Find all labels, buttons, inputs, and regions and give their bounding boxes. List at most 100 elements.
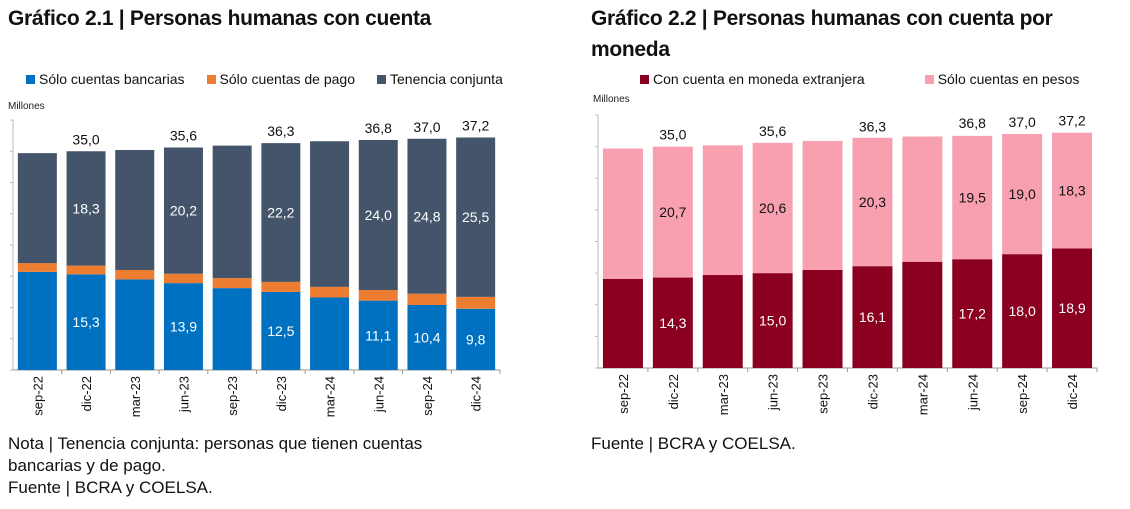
total-label: 37,2 bbox=[462, 118, 489, 134]
bar-segment bbox=[212, 278, 252, 289]
bar-segment bbox=[212, 288, 252, 370]
bar-segment bbox=[902, 136, 943, 262]
data-label: 20,2 bbox=[170, 203, 197, 219]
chart-1-y-unit: Millones bbox=[8, 101, 45, 112]
bar-segment bbox=[358, 300, 398, 370]
total-label: 37,0 bbox=[1009, 114, 1036, 130]
bar-segment bbox=[456, 296, 496, 309]
bar-segment bbox=[602, 278, 643, 368]
bar-segment bbox=[17, 153, 57, 264]
legend-label: Sólo cuentas de pago bbox=[219, 71, 355, 87]
legend-item: Sólo cuentas bancarias bbox=[26, 71, 185, 87]
bar-segment bbox=[852, 137, 893, 267]
x-tick-label: dic-23 bbox=[865, 374, 880, 409]
x-tick-label: jun-24 bbox=[965, 374, 980, 411]
data-label: 19,0 bbox=[1009, 186, 1036, 202]
bar-segment bbox=[752, 142, 793, 274]
x-tick-label: dic-24 bbox=[1065, 374, 1080, 409]
chart-2-title: Gráfico 2.2 | Personas humanas con cuent… bbox=[591, 3, 1053, 65]
chart-2-title-line: Gráfico 2.2 | Personas humanas con cuent… bbox=[591, 7, 1053, 30]
x-tick-label: dic-22 bbox=[666, 374, 681, 409]
bar-segment bbox=[163, 283, 203, 370]
bar-segment bbox=[602, 148, 643, 279]
data-label: 24,8 bbox=[413, 208, 440, 224]
legend-label: Tenencia conjunta bbox=[390, 71, 503, 87]
bar-segment bbox=[1052, 248, 1093, 368]
chart-1-title: Gráfico 2.1 | Personas humanas con cuent… bbox=[8, 7, 432, 30]
data-label: 15,3 bbox=[72, 314, 99, 330]
bar-segment bbox=[310, 297, 350, 370]
total-label: 36,3 bbox=[859, 118, 886, 134]
x-tick-label: mar-23 bbox=[716, 374, 731, 415]
total-label: 36,8 bbox=[959, 115, 986, 131]
bar-segment bbox=[456, 137, 496, 297]
bar-segment bbox=[407, 305, 447, 370]
total-label: 35,6 bbox=[170, 128, 197, 144]
total-label: 37,2 bbox=[1058, 113, 1085, 129]
data-label: 20,3 bbox=[859, 194, 886, 210]
bar-segment bbox=[261, 281, 301, 292]
note-line: bancarias y de pago. bbox=[8, 456, 166, 475]
total-label: 36,3 bbox=[267, 123, 294, 139]
data-label: 10,4 bbox=[413, 330, 440, 346]
data-label: 18,3 bbox=[72, 200, 99, 216]
bar-segment bbox=[17, 263, 57, 272]
data-label: 18,9 bbox=[1058, 300, 1085, 316]
x-tick-label: mar-23 bbox=[128, 376, 143, 417]
bar-segment bbox=[752, 273, 793, 368]
total-label: 36,8 bbox=[365, 120, 392, 136]
chart-2-y-unit: Millones bbox=[593, 94, 630, 105]
x-tick-label: mar-24 bbox=[323, 376, 338, 417]
x-tick-label: jun-23 bbox=[176, 376, 191, 413]
x-tick-label: sep-22 bbox=[616, 374, 631, 414]
data-label: 11,1 bbox=[365, 327, 391, 343]
bar-segment bbox=[852, 266, 893, 368]
bar-segment bbox=[802, 269, 843, 368]
source-line: Fuente | BCRA y COELSA. bbox=[591, 434, 796, 453]
bar-segment bbox=[17, 271, 57, 370]
bar-segment bbox=[212, 145, 252, 279]
total-label: 35,6 bbox=[759, 123, 786, 139]
data-label: 20,6 bbox=[759, 200, 786, 216]
data-label: 17,2 bbox=[959, 306, 986, 322]
bar-segment bbox=[952, 135, 993, 260]
bar-segment bbox=[1002, 133, 1043, 255]
data-label: 14,3 bbox=[659, 315, 686, 331]
bar-segment bbox=[358, 140, 398, 290]
bar-segment bbox=[66, 151, 106, 266]
x-tick-label: dic-22 bbox=[79, 376, 94, 411]
legend-label: Sólo cuentas bancarias bbox=[39, 71, 185, 87]
legend-swatch bbox=[26, 74, 35, 84]
bar-segment bbox=[456, 308, 496, 370]
bar-segment bbox=[115, 279, 155, 370]
bar-segment bbox=[66, 265, 106, 275]
bar-segment bbox=[652, 277, 693, 368]
data-label: 24,0 bbox=[365, 207, 392, 223]
bar-segment bbox=[310, 141, 350, 287]
chart-2-title-line: moneda bbox=[591, 38, 670, 61]
data-label: 9,8 bbox=[466, 331, 486, 347]
data-label: 18,0 bbox=[1009, 303, 1036, 319]
bar-segment bbox=[115, 150, 155, 270]
data-label: 16,1 bbox=[859, 309, 886, 325]
total-label: 37,0 bbox=[413, 119, 440, 135]
x-tick-label: sep-23 bbox=[816, 374, 831, 414]
bar-segment bbox=[358, 290, 398, 301]
bar-segment bbox=[702, 275, 743, 368]
x-tick-label: sep-24 bbox=[1015, 374, 1030, 414]
bar-segment bbox=[702, 145, 743, 276]
legend-item: Tenencia conjunta bbox=[377, 71, 503, 87]
data-label: 13,9 bbox=[170, 319, 197, 335]
bar-segment bbox=[952, 259, 993, 368]
data-label: 25,5 bbox=[462, 209, 489, 225]
bar-segment bbox=[407, 293, 447, 305]
data-label: 18,3 bbox=[1058, 183, 1085, 199]
x-tick-label: sep-23 bbox=[225, 376, 240, 416]
source-line: Fuente | BCRA y COELSA. bbox=[8, 478, 213, 497]
chart-2-legend: Con cuenta en moneda extranjera Sólo cuen… bbox=[640, 71, 1079, 87]
bar-segment bbox=[115, 270, 155, 280]
x-tick-label: jun-23 bbox=[766, 374, 781, 411]
bar-segment bbox=[902, 261, 943, 368]
x-tick-label: dic-24 bbox=[469, 376, 484, 411]
